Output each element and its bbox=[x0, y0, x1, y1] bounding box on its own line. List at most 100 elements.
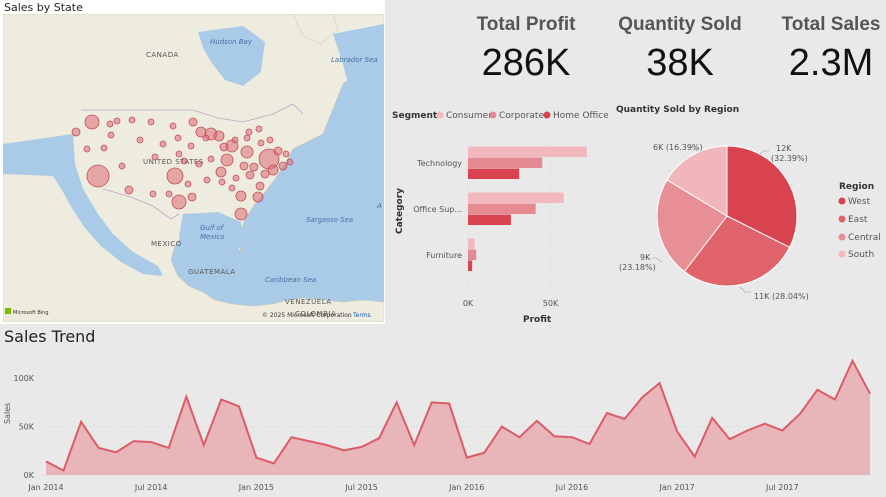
pie-slice-west[interactable] bbox=[726, 145, 798, 249]
pie-slices[interactable] bbox=[656, 145, 798, 287]
legend-home-office[interactable]: Home Office bbox=[553, 111, 609, 121]
label-canada: CANADA bbox=[146, 51, 179, 59]
state-bubble[interactable] bbox=[184, 180, 192, 188]
gulf-of-mexico bbox=[179, 212, 243, 264]
state-bubble[interactable] bbox=[266, 136, 274, 144]
state-bubble[interactable] bbox=[273, 146, 283, 156]
legend-corporate[interactable]: Corporate bbox=[499, 111, 544, 121]
kpi-quantity-sold: Quantity Sold 38K bbox=[590, 14, 770, 85]
profit-by-category-chart[interactable]: Segment Consumer Corporate Home Office T… bbox=[390, 104, 610, 328]
state-bubble[interactable] bbox=[220, 153, 234, 167]
state-bubble[interactable] bbox=[213, 130, 225, 142]
map-title: Sales by State bbox=[2, 1, 85, 14]
state-bubble[interactable] bbox=[228, 184, 236, 192]
bar-consumer[interactable] bbox=[468, 192, 564, 204]
state-bubble[interactable] bbox=[215, 166, 227, 178]
state-bubble[interactable] bbox=[232, 174, 240, 182]
bar-marks[interactable] bbox=[468, 146, 587, 272]
bar-corporate[interactable] bbox=[468, 249, 477, 261]
state-bubble[interactable] bbox=[166, 167, 184, 185]
state-bubble[interactable] bbox=[187, 142, 195, 150]
map-canvas[interactable]: CANADA Hudson Bay Labrador Sea UNITED ST… bbox=[3, 14, 384, 322]
state-bubble[interactable] bbox=[252, 191, 264, 203]
state-bubble[interactable] bbox=[231, 136, 239, 144]
state-bubble[interactable] bbox=[180, 157, 188, 165]
state-bubble[interactable] bbox=[165, 190, 173, 198]
state-bubble[interactable] bbox=[286, 158, 294, 166]
quantity-by-region-chart[interactable]: Quantity Sold by Region 12K (32.39%) 11K… bbox=[612, 98, 886, 328]
legend-central[interactable]: Central bbox=[848, 233, 881, 243]
state-bubble[interactable] bbox=[235, 190, 247, 202]
state-bubble[interactable] bbox=[188, 117, 198, 127]
state-bubble[interactable] bbox=[106, 120, 114, 128]
state-bubble[interactable] bbox=[187, 192, 197, 202]
state-bubble[interactable] bbox=[257, 139, 265, 147]
bar-home-office[interactable] bbox=[468, 260, 473, 272]
trend-line[interactable] bbox=[45, 358, 871, 473]
state-bubble[interactable] bbox=[243, 134, 251, 142]
trend-chart-canvas[interactable]: 0K 50K 100K Jan 2014 Jul 2014 Jan 2015 Jul 20… bbox=[0, 324, 886, 497]
bar-corporate[interactable] bbox=[468, 203, 536, 215]
legend-west[interactable]: West bbox=[848, 197, 871, 207]
state-bubble[interactable] bbox=[118, 162, 126, 170]
state-bubble[interactable] bbox=[202, 134, 210, 142]
state-bubbles[interactable] bbox=[71, 114, 294, 221]
map-terms-link[interactable]: Terms bbox=[352, 312, 371, 319]
state-bubble[interactable] bbox=[255, 181, 265, 191]
state-bubble[interactable] bbox=[249, 162, 259, 172]
state-bubble[interactable] bbox=[245, 170, 255, 180]
state-bubble[interactable] bbox=[147, 118, 155, 126]
sales-by-state-map[interactable]: Sales by State CANADA Hudson Bay Labrado… bbox=[0, 0, 385, 324]
state-bubble[interactable] bbox=[278, 161, 288, 171]
bar-home-office[interactable] bbox=[468, 168, 520, 180]
state-bubble[interactable] bbox=[83, 145, 91, 153]
state-bubble[interactable] bbox=[84, 114, 100, 130]
state-bubble[interactable] bbox=[245, 128, 253, 136]
legend-consumer[interactable]: Consumer bbox=[446, 111, 492, 121]
state-bubble[interactable] bbox=[255, 125, 263, 133]
sales-trend-chart[interactable]: Sales Trend 0K 50K 100K Jan 2014 Jul 2014 Ja… bbox=[0, 324, 886, 497]
state-bubble[interactable] bbox=[260, 169, 270, 179]
state-bubble[interactable] bbox=[136, 136, 144, 144]
bar-category-label: Furniture bbox=[426, 251, 462, 260]
state-bubble[interactable] bbox=[171, 194, 187, 210]
state-bubble[interactable] bbox=[169, 122, 177, 130]
legend-east[interactable]: East bbox=[848, 215, 868, 225]
state-bubble[interactable] bbox=[86, 164, 110, 188]
state-bubble[interactable] bbox=[203, 176, 211, 184]
state-bubble[interactable] bbox=[234, 207, 248, 221]
legend-south[interactable]: South bbox=[848, 250, 874, 260]
state-bubble[interactable] bbox=[219, 142, 229, 152]
bar-home-office[interactable] bbox=[468, 214, 511, 226]
state-bubble[interactable] bbox=[149, 190, 157, 198]
state-bubble[interactable] bbox=[218, 178, 226, 186]
bar-category-label: Office Sup... bbox=[413, 205, 462, 214]
state-bubble[interactable] bbox=[71, 127, 81, 137]
label-gulf-of: Gulf of bbox=[200, 224, 225, 232]
state-bubble[interactable] bbox=[195, 160, 203, 168]
state-bubble[interactable] bbox=[207, 155, 215, 163]
bar-corporate[interactable] bbox=[468, 157, 543, 169]
pie-slice-east[interactable] bbox=[683, 215, 791, 287]
state-bubble[interactable] bbox=[239, 161, 249, 171]
state-bubble[interactable] bbox=[240, 145, 254, 159]
state-bubble[interactable] bbox=[124, 185, 134, 195]
state-bubble[interactable] bbox=[151, 153, 159, 161]
state-bubble[interactable] bbox=[174, 134, 182, 142]
state-bubble[interactable] bbox=[100, 144, 108, 152]
bar-consumer[interactable] bbox=[468, 238, 475, 250]
state-bubble[interactable] bbox=[282, 150, 290, 158]
kpi-value: 286K bbox=[481, 42, 571, 84]
pie-chart-canvas[interactable]: Quantity Sold by Region 12K (32.39%) 11K… bbox=[612, 98, 886, 328]
state-bubble[interactable] bbox=[107, 131, 115, 139]
pie-slice-central[interactable] bbox=[656, 179, 728, 273]
state-bubble[interactable] bbox=[113, 117, 121, 125]
legend-central-dot bbox=[838, 233, 846, 241]
bar-consumer[interactable] bbox=[468, 146, 587, 158]
state-bubble[interactable] bbox=[159, 140, 167, 148]
state-bubble[interactable] bbox=[175, 150, 183, 158]
state-bubble[interactable] bbox=[128, 116, 136, 124]
pie-slice-south[interactable] bbox=[666, 145, 728, 217]
bar-chart-canvas[interactable]: Segment Consumer Corporate Home Office T… bbox=[390, 104, 610, 328]
state-bubble[interactable] bbox=[267, 164, 279, 176]
